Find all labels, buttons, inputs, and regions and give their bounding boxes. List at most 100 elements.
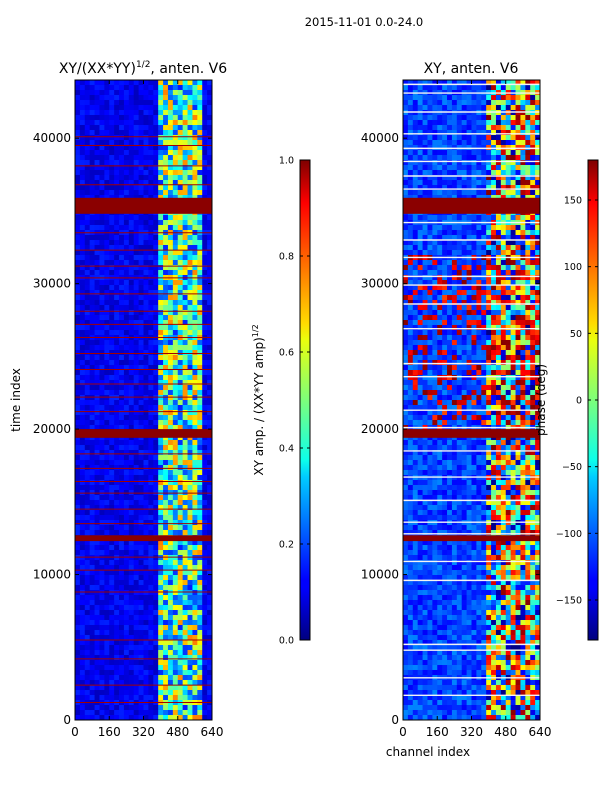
heatmap-cell: [207, 125, 212, 131]
heatmap-cell: [133, 370, 140, 376]
heatmap-cell: [123, 90, 130, 96]
heatmap-cell: [158, 140, 164, 146]
heatmap-cell: [89, 580, 96, 586]
heatmap-cell: [525, 240, 531, 246]
heatmap-cell: [148, 180, 154, 186]
heatmap-cell: [207, 445, 212, 451]
heatmap-cell: [84, 575, 91, 581]
heatmap-cell: [153, 145, 159, 151]
colorbar-tick-label: 1.0: [279, 156, 294, 167]
heatmap-cell: [143, 620, 149, 626]
heatmap-cell: [432, 155, 438, 161]
heatmap-cell: [407, 275, 414, 281]
heatmap-cell: [94, 85, 101, 91]
heatmap-cell: [500, 175, 507, 181]
heatmap-cell: [89, 215, 96, 221]
heatmap-cell: [158, 460, 164, 466]
heatmap-cell: [471, 80, 477, 86]
heatmap-cell: [94, 305, 101, 311]
heatmap-cell: [138, 455, 145, 461]
heatmap-cell: [119, 525, 125, 531]
heatmap-cell: [104, 215, 110, 221]
heatmap-cell: [481, 165, 487, 171]
heatmap-cell: [417, 225, 424, 231]
heatmap-cell: [456, 125, 463, 131]
heatmap-cell: [197, 660, 203, 666]
heatmap-cell: [192, 170, 198, 176]
heatmap-cell: [158, 345, 164, 351]
heatmap-cell: [182, 345, 189, 351]
heatmap-cell: [495, 270, 502, 276]
heatmap-cell: [491, 95, 497, 101]
heatmap-cell: [99, 665, 105, 671]
heatmap-cell: [525, 155, 531, 161]
heatmap-cell: [202, 195, 208, 201]
heatmap-cell: [89, 365, 96, 371]
heatmap-cell: [187, 650, 194, 656]
heatmap-cell: [177, 695, 184, 701]
heatmap-cell: [432, 305, 438, 311]
heatmap-cell: [128, 370, 135, 376]
heatmap-cell: [128, 495, 135, 501]
heatmap-cell: [535, 280, 540, 286]
heatmap-cell: [167, 660, 174, 666]
heatmap-cell: [500, 275, 507, 281]
heatmap-cell: [182, 705, 189, 711]
heatmap-cell: [153, 85, 159, 91]
heatmap-cell: [153, 265, 159, 271]
heatmap-cell: [128, 625, 135, 631]
heatmap-cell: [535, 95, 540, 101]
heatmap-cell: [99, 515, 105, 521]
heatmap-cell: [133, 385, 140, 391]
heatmap-cell: [153, 175, 159, 181]
heatmap-cell: [207, 615, 212, 621]
heatmap-cell: [500, 190, 507, 196]
heatmap-cell: [515, 100, 522, 106]
heatmap-cell: [109, 670, 115, 676]
heatmap-cell: [500, 240, 507, 246]
heatmap-cell: [114, 680, 120, 686]
heatmap-cell: [104, 530, 110, 536]
heatmap-cell: [158, 365, 164, 371]
heatmap-cell: [486, 125, 492, 131]
heatmap-cell: [476, 180, 482, 186]
heatmap-cell: [104, 660, 110, 666]
heatmap-cell: [207, 215, 212, 221]
heatmap-cell: [177, 605, 184, 611]
heatmap-cell: [138, 365, 145, 371]
heatmap-cell: [123, 310, 130, 316]
heatmap-cell: [133, 595, 140, 601]
heatmap-cell: [128, 600, 135, 606]
heatmap-cell: [109, 355, 115, 361]
heatmap-cell: [89, 130, 96, 136]
heatmap-cell: [104, 555, 110, 561]
heatmap-cell: [197, 140, 203, 146]
heatmap-cell: [403, 85, 409, 91]
heatmap-cell: [109, 460, 115, 466]
heatmap-cell: [123, 325, 130, 331]
heatmap-cell: [422, 195, 429, 201]
heatmap-cell: [451, 225, 458, 231]
heatmap-cell: [505, 310, 512, 316]
heatmap-cell: [535, 110, 540, 116]
heatmap-cell: [148, 145, 154, 151]
heatmap-cell: [75, 130, 81, 136]
heatmap-cell: [94, 225, 101, 231]
heatmap-cell: [466, 310, 473, 316]
heatmap-cell: [99, 355, 105, 361]
heatmap-cell: [119, 620, 125, 626]
heatmap-cell: [495, 135, 502, 141]
heatmap-cell: [437, 215, 443, 221]
heatmap-cell: [167, 395, 174, 401]
heatmap-cell: [486, 150, 492, 156]
heatmap-cell: [187, 165, 194, 171]
heatmap-cell: [197, 420, 203, 426]
heatmap-cell: [163, 705, 169, 711]
heatmap-cell: [172, 665, 179, 671]
heatmap-cell: [427, 290, 433, 296]
heatmap-cell: [187, 175, 194, 181]
heatmap-cell: [104, 295, 110, 301]
heatmap-cell: [94, 460, 101, 466]
heatmap-cell: [471, 305, 477, 311]
heatmap-cell: [148, 410, 154, 416]
